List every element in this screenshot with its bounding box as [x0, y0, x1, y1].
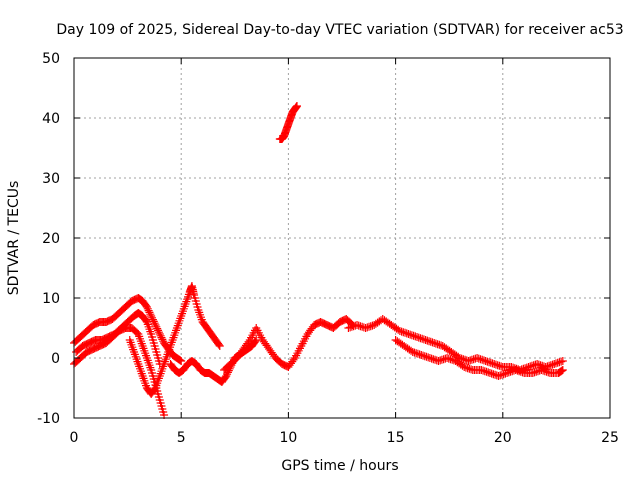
data-point: [454, 352, 463, 361]
series-track-3: [72, 309, 164, 368]
axis-ticks: 0 5 10 15 20 25 -10 0 10 20 30 40 50: [37, 51, 619, 446]
y-tick-label: 40: [42, 111, 60, 127]
x-tick-label: 25: [601, 430, 619, 446]
data-point: [155, 330, 164, 338]
series-track-4: [125, 282, 224, 398]
y-tick-label: 10: [42, 291, 60, 307]
x-tick-label: 15: [387, 430, 405, 446]
y-tick-label: 0: [51, 351, 60, 367]
data-point: [251, 337, 260, 346]
data-point: [151, 321, 160, 329]
data-point: [244, 337, 253, 346]
data-point: [177, 357, 186, 365]
data-point: [222, 372, 231, 380]
y-axis-label: SDTVAR / TECUs: [6, 181, 22, 296]
data-point: [147, 312, 156, 320]
x-tick-label: 10: [279, 430, 297, 446]
data-point: [152, 322, 161, 331]
data-point: [142, 303, 151, 311]
y-tick-label: 20: [42, 231, 60, 247]
data-point: [214, 340, 223, 349]
data-points: [70, 102, 567, 419]
x-axis-label: GPS time / hours: [281, 458, 398, 474]
chart-title: Day 109 of 2025, Sidereal Day-to-day VTE…: [56, 22, 623, 38]
data-point: [153, 324, 162, 333]
data-point: [148, 315, 157, 324]
data-point: [145, 308, 154, 317]
data-point: [154, 328, 163, 337]
data-point: [142, 316, 151, 325]
data-point: [143, 304, 152, 313]
series-track-9: [275, 102, 301, 143]
series-track-8: [391, 336, 567, 380]
x-tick-label: 0: [70, 430, 79, 446]
series-track-6: [220, 315, 357, 374]
data-point: [146, 310, 155, 319]
data-point: [289, 355, 298, 364]
data-point: [156, 331, 165, 340]
y-tick-label: -10: [37, 411, 60, 427]
data-point: [394, 325, 403, 334]
data-point: [148, 313, 157, 322]
data-point: [215, 342, 224, 350]
data-point: [158, 335, 167, 344]
data-point: [407, 346, 416, 355]
y-tick-label: 30: [42, 171, 60, 187]
x-tick-label: 20: [494, 430, 512, 446]
data-point: [292, 102, 301, 110]
x-tick-label: 5: [177, 430, 186, 446]
y-tick-label: 50: [42, 51, 60, 67]
data-point: [458, 361, 467, 370]
data-point: [558, 366, 567, 374]
data-point: [157, 333, 166, 342]
data-point: [150, 385, 159, 394]
data-point: [558, 357, 567, 365]
data-point: [154, 326, 163, 335]
data-point: [150, 319, 159, 328]
data-point: [149, 317, 158, 326]
data-point: [144, 306, 153, 315]
